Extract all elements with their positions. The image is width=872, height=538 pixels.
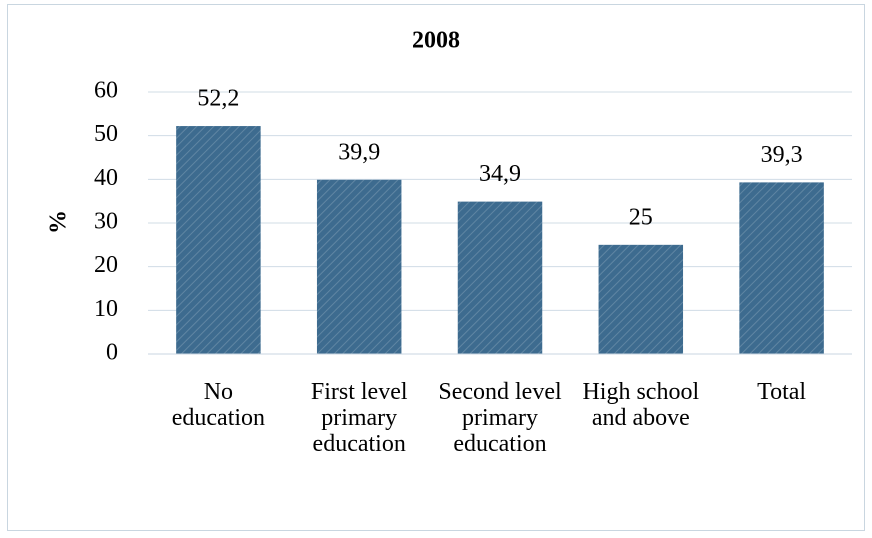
x-tick-label: Second level primary education xyxy=(438,379,562,457)
value-label: 34,9 xyxy=(479,161,521,187)
x-tick-label: No education xyxy=(172,379,265,431)
bar-hatch xyxy=(176,126,261,354)
value-label: 39,9 xyxy=(338,139,380,165)
y-tick-label: 50 xyxy=(94,121,118,147)
bar-hatch xyxy=(598,244,684,354)
value-label: 25 xyxy=(629,204,653,230)
bar-hatch xyxy=(316,179,402,354)
x-tick-label: Total xyxy=(757,379,806,405)
chart-title: 2008 xyxy=(412,28,460,54)
y-tick-label: 20 xyxy=(94,252,118,278)
x-tick-label: First level primary education xyxy=(311,379,408,457)
y-tick-label: 30 xyxy=(94,209,118,235)
value-label: 52,2 xyxy=(197,86,239,112)
x-tick-label: High school and above xyxy=(582,379,699,431)
y-tick-label: 0 xyxy=(106,340,118,366)
value-label: 39,3 xyxy=(761,142,803,168)
y-axis-label: % xyxy=(46,210,72,234)
bar-hatch xyxy=(457,201,543,354)
y-tick-label: 10 xyxy=(94,296,118,322)
y-tick-label: 40 xyxy=(94,165,118,191)
y-tick-label: 60 xyxy=(94,78,118,104)
chart-border xyxy=(7,4,865,531)
bar-hatch xyxy=(739,182,824,354)
